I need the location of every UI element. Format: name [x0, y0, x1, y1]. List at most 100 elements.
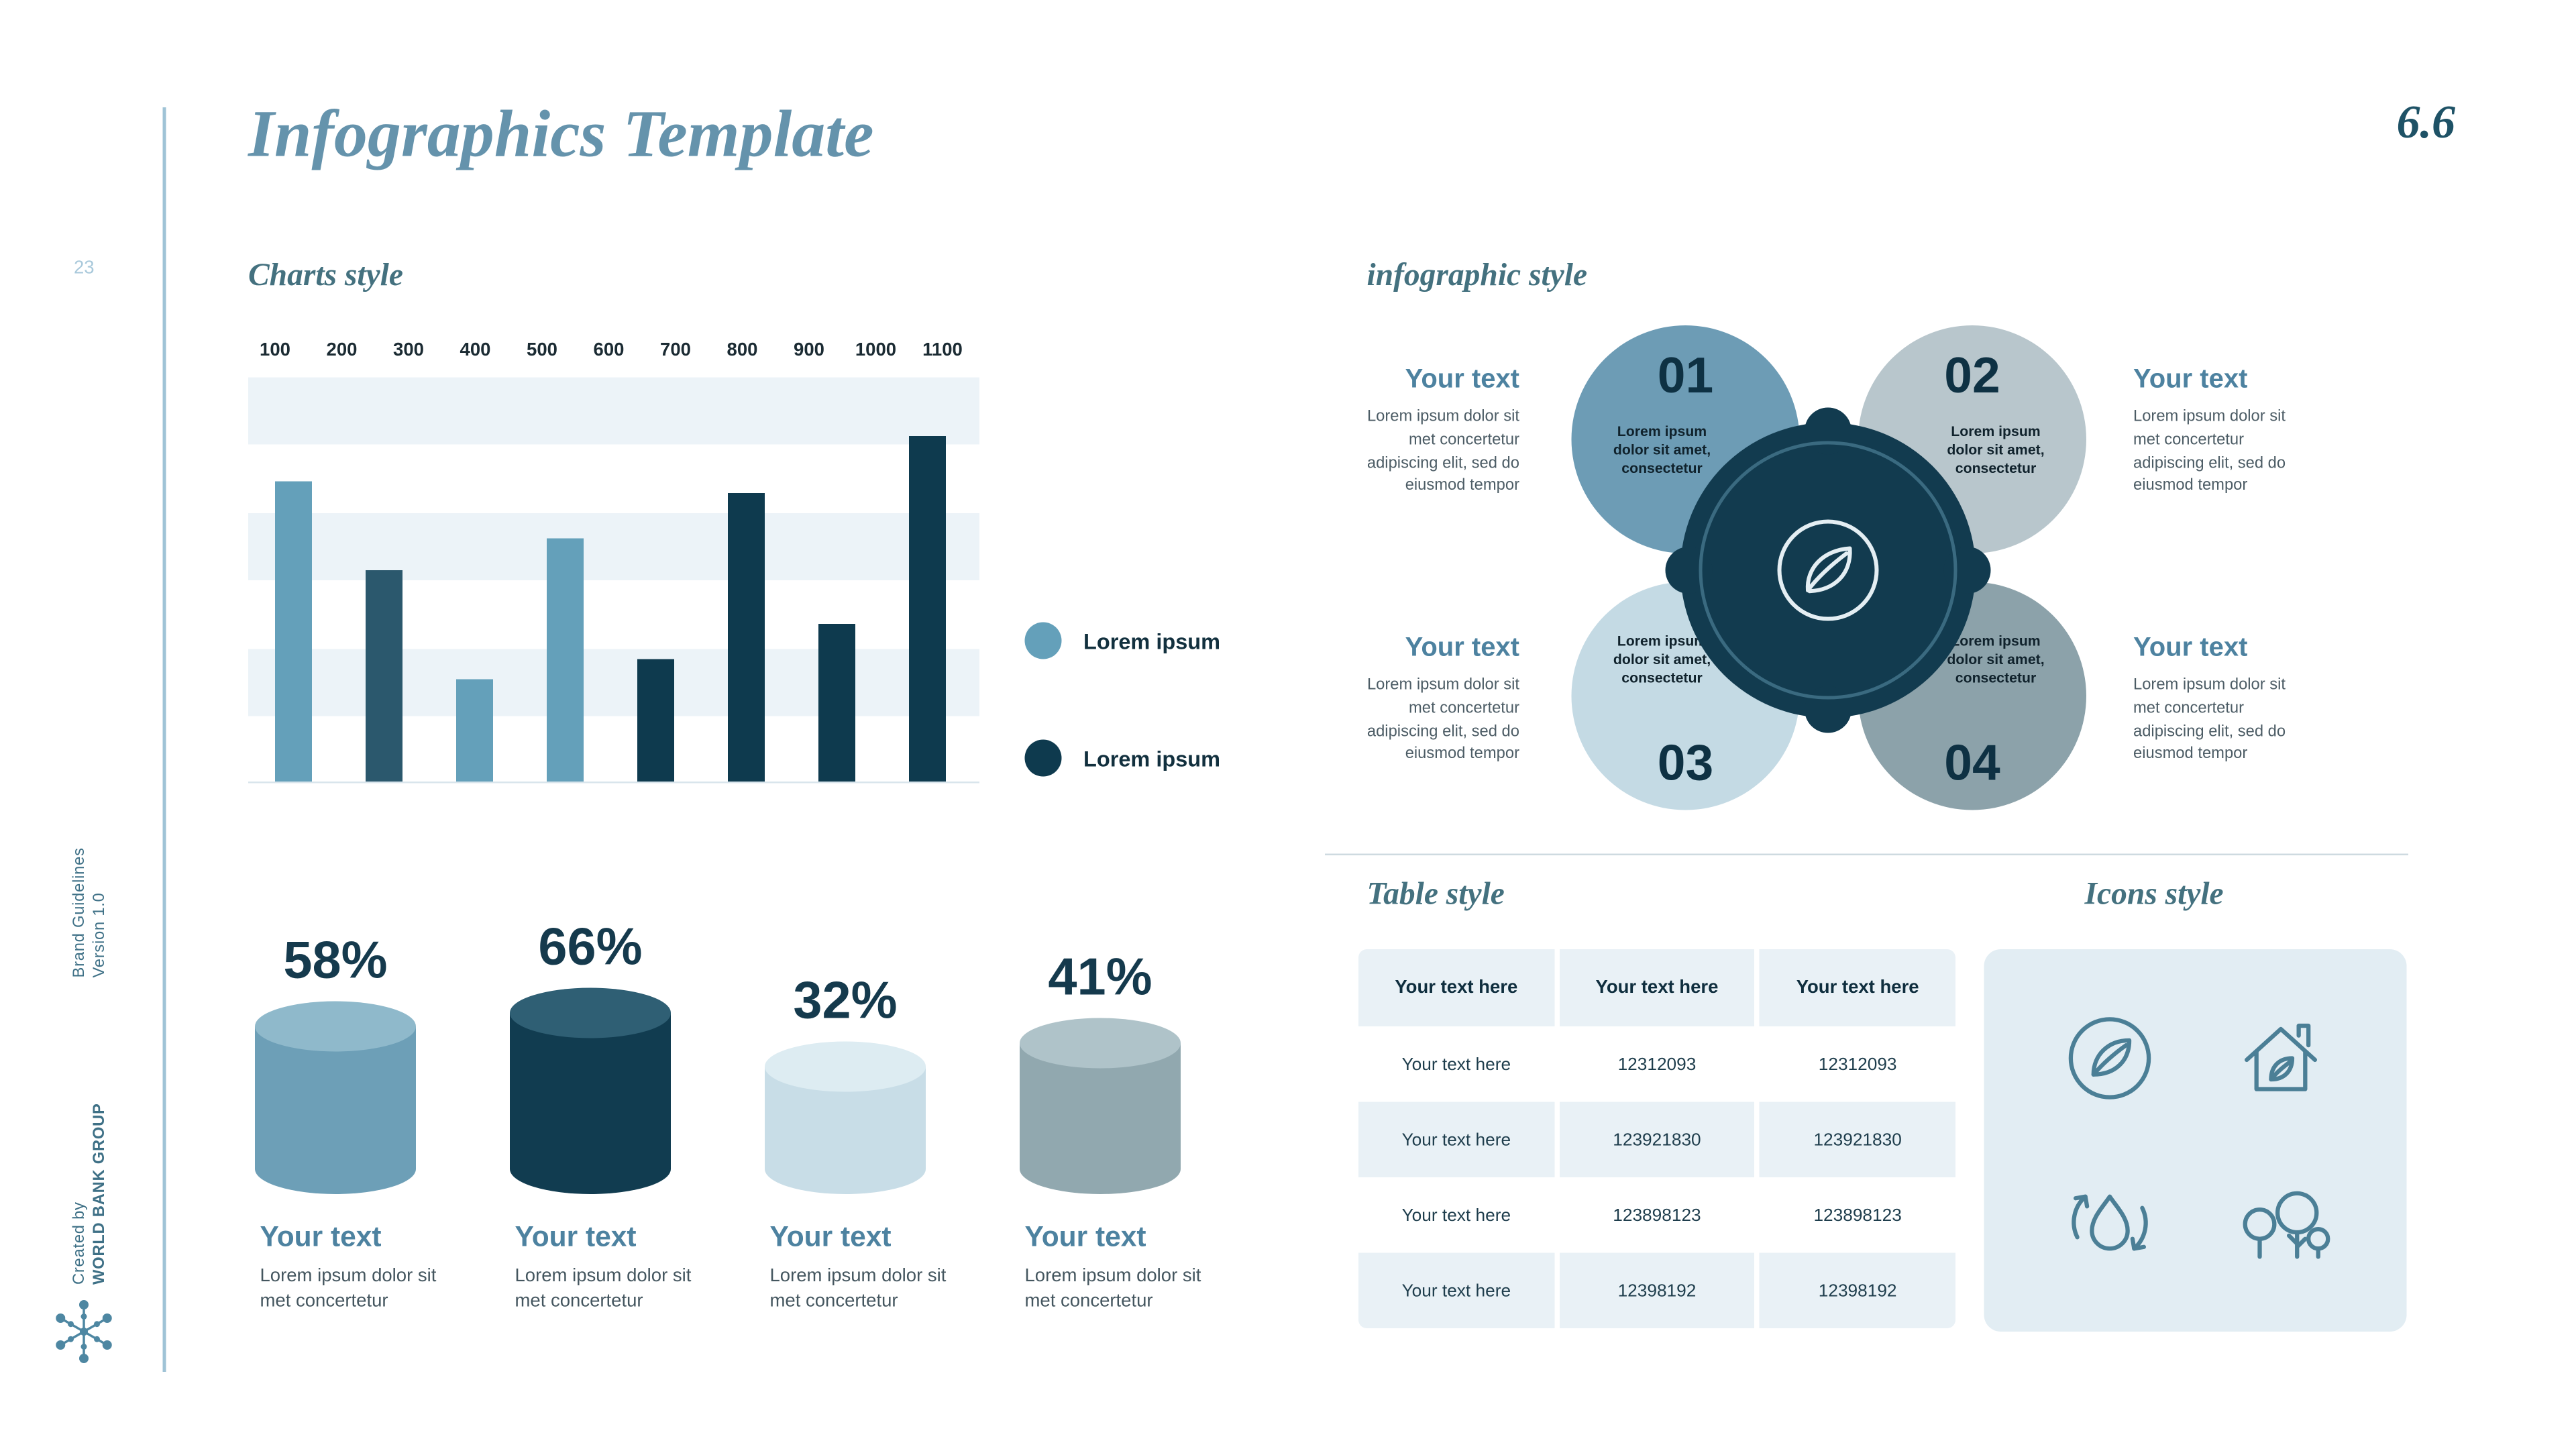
cylinder-label: Your text	[769, 1221, 892, 1253]
table-row: Your text here 123898123 123898123	[1358, 1177, 1955, 1253]
cylinder-desc: Lorem ipsum dolor sit met concertetur	[515, 1266, 692, 1312]
icons-panel	[1984, 949, 2407, 1332]
side-note-world-bank-group: WORLD BANK GROUP	[91, 1103, 109, 1285]
infographic-diagram: 01 Lorem ipsum dolor sit amet, consectetu…	[1325, 325, 2408, 839]
page-number: 23	[74, 258, 95, 278]
leaf-circle-icon	[2058, 1006, 2162, 1110]
cylinder-label: Your text	[515, 1221, 637, 1253]
info-desc: Lorem ipsum dolor sit met concertetur ad…	[1366, 407, 1519, 496]
table-header-cell: Your text here	[1559, 949, 1755, 1026]
water-recycle-icon	[2058, 1171, 2162, 1275]
x-axis-tick: 300	[393, 340, 424, 361]
table-cell: 123921830	[1760, 1102, 1955, 1177]
cylinder-body	[1020, 1043, 1181, 1194]
page-title: Infographics Template	[248, 95, 874, 172]
x-axis-tick: 1000	[855, 340, 897, 361]
cylinder-desc: Lorem ipsum dolor sit met concertetur	[769, 1266, 947, 1312]
info-title: Your text	[1405, 366, 1519, 394]
infographic-center-circle	[1665, 407, 1991, 733]
cylinder-upper: 32%	[758, 872, 1013, 1194]
percentage-value: 66%	[538, 917, 643, 977]
cylinder-body	[510, 1013, 671, 1194]
cylinder	[255, 1001, 416, 1194]
legend-item: Lorem ipsum	[1024, 622, 1220, 659]
cylinder-chart: 41% Your text Lorem ipsum dolor sit met co…	[1013, 872, 1268, 1316]
table-cell: Your text here	[1358, 1102, 1554, 1177]
cylinder-label: Your text	[260, 1221, 382, 1253]
vertical-divider-line	[162, 107, 166, 1372]
circle-text: Lorem ipsum dolor sit amet, consectetur	[1613, 423, 1711, 477]
center-inner-ring	[1699, 441, 1957, 700]
x-axis-ticks: 100 200 300 400 500 600 700 800 900 1000 1100	[248, 341, 979, 364]
cylinder-desc: Lorem ipsum dolor sit met concertetur	[1024, 1266, 1201, 1312]
charts-style-heading: Charts style	[248, 258, 403, 294]
table-cell: 123898123	[1559, 1177, 1755, 1253]
info-title: Your text	[2133, 634, 2248, 663]
x-axis-tick: 200	[326, 340, 358, 361]
table-cell: Your text here	[1358, 1252, 1554, 1328]
cylinder-charts: 58% Your text Lorem ipsum dolor sit met co…	[248, 872, 1268, 1316]
side-note-created-by: Created by	[70, 1201, 89, 1285]
bar	[637, 659, 674, 782]
cylinder-upper: 41%	[1013, 872, 1268, 1194]
percentage-value: 58%	[283, 930, 388, 990]
table-cell: Your text here	[1358, 1026, 1554, 1102]
leaf-icon	[1777, 519, 1879, 621]
table-header-cell: Your text here	[1358, 949, 1554, 1026]
icons-style-heading: Icons style	[2084, 877, 2224, 913]
info-desc: Lorem ipsum dolor sit met concertetur ad…	[2133, 676, 2286, 764]
table-row: Your text here 12398192 12398192	[1358, 1252, 1955, 1328]
legend-label: Lorem ipsum	[1083, 745, 1221, 771]
info-title: Your text	[1405, 634, 1519, 663]
side-note-brand-guidelines: Brand Guidelines	[70, 847, 89, 978]
x-axis-tick: 900	[794, 340, 824, 361]
circle-text: Lorem ipsum dolor sit amet, consectetur	[1947, 423, 2045, 477]
brand-snowflake-logo-icon	[56, 1300, 112, 1363]
percentage-value: 32%	[793, 971, 898, 1030]
step-number: 04	[1944, 736, 2000, 792]
info-desc: Lorem ipsum dolor sit met concertetur ad…	[1366, 676, 1519, 764]
side-note-version: Version 1.0	[91, 892, 109, 978]
x-axis-tick: 600	[593, 340, 625, 361]
trees-icon	[2229, 1171, 2333, 1275]
cylinder-top	[765, 1041, 926, 1092]
table-cell: 12398192	[1559, 1252, 1755, 1328]
table-cell: 12312093	[1559, 1026, 1755, 1102]
table-cell: Your text here	[1358, 1177, 1554, 1253]
table-row: Your text here 123921830 123921830	[1358, 1102, 1955, 1177]
bar-chart-plot	[248, 377, 979, 784]
bar	[366, 570, 402, 782]
infographic-style-heading: infographic style	[1366, 258, 1588, 294]
step-number: 01	[1657, 349, 1714, 405]
step-number: 03	[1657, 736, 1714, 792]
infographic-text-02: Your text Lorem ipsum dolor sit met conce…	[2133, 366, 2304, 498]
step-number: 02	[1944, 349, 2000, 405]
bar	[456, 679, 493, 782]
bar	[547, 538, 584, 782]
table-header-cell: Your text here	[1760, 949, 1955, 1026]
bar	[818, 624, 855, 782]
cylinder-chart: 32% Your text Lorem ipsum dolor sit met co…	[758, 872, 1013, 1316]
percentage-value: 41%	[1048, 947, 1152, 1007]
section-divider	[1325, 853, 2408, 855]
cylinder-chart: 58% Your text Lorem ipsum dolor sit met co…	[248, 872, 503, 1316]
cylinder-top	[255, 1001, 416, 1052]
cylinder-top	[510, 987, 671, 1038]
legend-dot	[1024, 739, 1062, 777]
cylinder-chart: 66% Your text Lorem ipsum dolor sit met co…	[503, 872, 758, 1316]
bar	[909, 436, 946, 782]
cylinder-label: Your text	[1024, 1221, 1146, 1253]
infographic-text-01: Your text Lorem ipsum dolor sit met conce…	[1348, 366, 1519, 498]
bar	[275, 481, 312, 782]
section-number: 6.6	[2396, 97, 2456, 150]
cylinder-top	[1020, 1018, 1181, 1069]
legend-item: Lorem ipsum	[1024, 739, 1221, 777]
x-axis-tick: 1100	[922, 340, 963, 361]
info-desc: Lorem ipsum dolor sit met concertetur ad…	[2133, 407, 2286, 496]
cylinder	[1020, 1018, 1181, 1194]
cylinder	[765, 1041, 926, 1194]
x-axis-tick: 100	[260, 340, 290, 361]
table-row: Your text here 12312093 12312093	[1358, 1026, 1955, 1102]
cylinder-body	[255, 1026, 416, 1194]
